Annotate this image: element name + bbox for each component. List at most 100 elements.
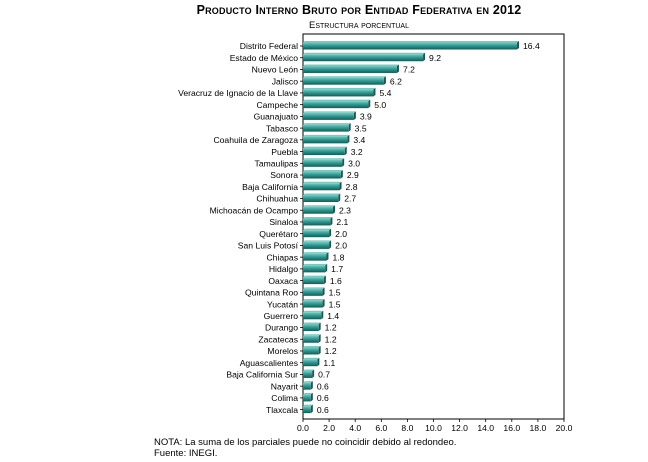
bar-estado-de-mexico [303,54,424,62]
bar-veracruz-de-ignacio-de-la-llave [303,89,374,97]
bar-depth [323,275,326,285]
bar-aguascalientes [303,359,318,367]
bar-depth [344,146,347,156]
x-tick-label: 8.0 [401,423,413,433]
bar-baja-california-sur [303,370,313,378]
bar-depth [330,216,333,226]
x-tick-label: 16.0 [503,423,520,433]
value-label-tamaulipas: 3.0 [348,159,360,169]
value-label-tlaxcala: 0.6 [317,405,329,415]
bar-top-face [303,87,376,90]
bar-depth [310,392,313,402]
value-label-tabasco: 3.5 [355,123,367,133]
category-label-tabasco: Tabasco [266,123,298,133]
category-label-puebla: Puebla [271,147,298,157]
bar-top-face [303,369,315,371]
chart-title: Producto Interno Bruto por Entidad Feder… [196,3,522,17]
bar-depth [318,345,321,355]
bar-guerrero [303,312,322,320]
bar-depth [339,181,342,191]
bar-quintana-roo [303,288,323,296]
bar-top-face [303,205,336,207]
bar-top-face [303,287,325,289]
value-label-zacatecas: 1.2 [325,334,337,344]
value-label-durango: 1.2 [325,323,337,333]
category-label-morelos: Morelos [267,346,298,356]
bar-top-face [303,381,313,383]
bar-depth [322,299,325,308]
value-label-chihuahua: 2.7 [344,194,356,204]
value-label-baja-california-sur: 0.7 [318,370,330,380]
category-label-distrito-federal: Distrito Federal [240,41,298,51]
category-label-queretaro: Querétaro [259,229,298,239]
value-label-coahuila-de-zaragoza: 3.4 [353,135,365,145]
bar-top-face [303,357,320,360]
value-label-quintana-roo: 1.5 [329,288,341,298]
x-tick-label: 0.0 [297,423,309,433]
bar-nayarit [303,382,311,390]
bar-depth [353,111,356,120]
category-label-hidalgo: Hidalgo [269,264,298,274]
bar-depth [325,263,328,273]
bar-tamaulipas [303,159,343,167]
bar-top-face [303,404,313,407]
bar-top-face [303,134,350,137]
category-label-colima: Colima [271,393,298,403]
category-label-sinaloa: Sinaloa [269,217,298,227]
bar-depth [383,76,386,85]
category-label-oaxaca: Oaxaca [268,276,298,286]
bar-depth [340,170,343,179]
bar-oaxaca [303,277,324,285]
category-label-tamaulipas: Tamaulipas [255,159,298,169]
bar-depth [396,64,399,73]
bar-depth [347,134,350,144]
x-tick-label: 4.0 [349,423,361,433]
bar-depth [348,123,351,132]
category-label-chiapas: Chiapas [266,252,298,262]
chart-subtitle: Estructura porcentual [309,20,409,31]
bar-depth [310,381,313,390]
value-label-baja-california: 2.8 [346,182,358,192]
x-tick-label: 14.0 [477,423,494,433]
bar-top-face [303,41,520,43]
source-note: Fuente: INEGI. [154,448,218,459]
x-tick-label: 2.0 [323,423,335,433]
bar-sonora [303,171,341,179]
bar-depth [318,334,321,343]
category-label-baja-california: Baja California [242,182,298,192]
bar-depth [423,52,426,62]
bar-zacatecas [303,335,319,343]
value-label-morelos: 1.2 [325,346,337,356]
value-label-nayarit: 0.6 [317,381,329,391]
category-label-san-luis-potosi: San Luis Potosí [238,241,299,251]
bar-depth [342,158,345,167]
bar-chiapas [303,253,327,261]
bar-distrito-federal [303,42,518,50]
bar-depth [318,322,321,332]
bar-hidalgo [303,265,326,273]
bar-chihuahua [303,194,339,202]
category-label-jalisco: Jalisco [272,76,298,86]
x-tick-label: 18.0 [530,423,547,433]
bar-top-face [303,252,329,254]
value-label-sonora: 2.9 [347,170,359,180]
value-label-veracruz-de-ignacio-de-la-llave: 5.4 [379,88,391,98]
category-label-yucatan: Yucatán [267,299,298,309]
x-tick-label: 12.0 [451,423,468,433]
bar-top-face [303,334,321,336]
category-label-tlaxcala: Tlaxcala [266,405,298,415]
category-label-nuevo-leon: Nuevo León [252,65,299,75]
value-label-sinaloa: 2.1 [336,217,348,227]
bar-baja-california [303,183,340,191]
bar-depth [312,369,315,378]
bar-top-face [303,228,332,231]
bar-top-face [303,216,333,219]
bar-top-face [303,52,426,55]
value-label-san-luis-potosi: 2.0 [335,241,347,251]
category-label-baja-california-sur: Baja California Sur [226,370,298,380]
x-tick-label: 20.0 [556,423,573,433]
bar-depth [317,357,320,367]
bar-top-face [303,123,351,125]
bar-depth [329,228,332,238]
category-label-guerrero: Guerrero [264,311,299,321]
